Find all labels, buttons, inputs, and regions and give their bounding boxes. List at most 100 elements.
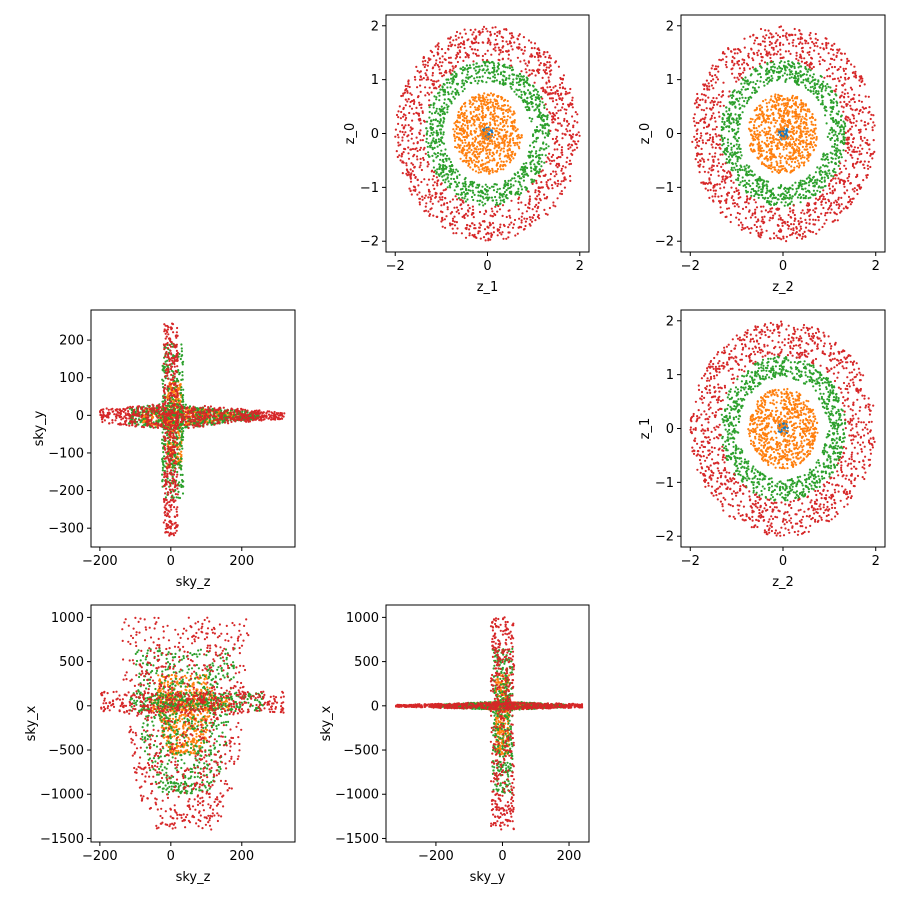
data-point — [544, 68, 548, 72]
data-point — [770, 149, 773, 152]
data-point — [478, 203, 481, 206]
data-point — [433, 95, 436, 98]
data-point — [538, 51, 541, 55]
data-point — [548, 152, 551, 155]
data-point — [772, 35, 775, 38]
data-point — [562, 165, 565, 168]
data-point — [557, 162, 560, 165]
data-point — [731, 151, 734, 154]
data-point — [575, 143, 578, 146]
data-point — [763, 180, 766, 183]
data-point — [851, 108, 854, 111]
data-point — [469, 182, 472, 186]
data-point — [727, 155, 731, 158]
data-point — [548, 97, 552, 100]
data-point — [534, 74, 537, 77]
data-point — [520, 134, 523, 137]
data-point — [493, 159, 496, 162]
data-point — [785, 124, 788, 127]
data-point — [488, 139, 491, 143]
data-point — [723, 151, 726, 154]
data-point — [837, 49, 840, 52]
data-point — [800, 211, 803, 214]
data-point — [519, 60, 522, 63]
data-point — [524, 62, 527, 65]
data-point — [472, 118, 476, 122]
data-point — [759, 80, 762, 83]
data-point — [479, 134, 482, 137]
data-point — [561, 132, 564, 135]
data-point — [724, 162, 727, 165]
data-point — [460, 207, 463, 210]
data-point — [701, 98, 704, 101]
data-point — [752, 187, 755, 191]
data-point — [731, 91, 734, 94]
data-point — [753, 68, 756, 71]
data-point — [712, 199, 715, 202]
data-point — [491, 115, 494, 118]
data-point — [475, 186, 478, 189]
data-point — [498, 63, 501, 66]
data-point — [442, 74, 445, 77]
data-point — [529, 161, 532, 164]
data-point — [449, 72, 452, 75]
data-point — [841, 91, 844, 94]
data-point — [557, 182, 560, 185]
data-point — [759, 108, 762, 111]
data-point — [804, 84, 807, 87]
data-point — [572, 133, 575, 136]
data-point — [483, 71, 487, 74]
data-point — [410, 162, 413, 165]
data-point — [528, 195, 532, 198]
data-point — [803, 108, 806, 111]
data-point — [454, 57, 457, 60]
data-point — [840, 52, 843, 55]
data-point — [471, 168, 474, 171]
data-point — [475, 108, 478, 111]
data-point — [809, 178, 812, 181]
data-point — [739, 196, 742, 199]
data-point — [494, 129, 497, 132]
data-point — [842, 67, 845, 70]
data-point — [811, 113, 814, 116]
data-point — [801, 81, 805, 84]
data-point — [536, 136, 540, 139]
data-point — [479, 189, 483, 192]
data-point — [773, 155, 776, 159]
data-point — [790, 128, 793, 131]
data-point — [738, 107, 741, 110]
data-point — [546, 195, 549, 199]
data-point — [853, 75, 856, 78]
data-point — [436, 145, 439, 148]
data-point — [504, 154, 507, 157]
data-point — [511, 132, 514, 135]
data-point — [508, 67, 512, 70]
data-point — [757, 189, 760, 192]
data-point — [473, 106, 477, 109]
data-point — [830, 101, 833, 104]
data-point — [751, 66, 755, 69]
data-point — [557, 109, 560, 112]
data-point — [550, 155, 553, 158]
data-point — [551, 187, 554, 190]
data-point — [749, 231, 752, 234]
data-point — [754, 190, 757, 193]
data-point — [532, 93, 536, 97]
data-point — [431, 128, 434, 131]
data-point — [543, 197, 547, 200]
data-point — [490, 133, 493, 136]
data-point — [487, 109, 490, 112]
data-point — [478, 125, 481, 128]
data-point — [786, 220, 789, 224]
data-point — [768, 137, 771, 140]
data-point — [552, 201, 555, 204]
data-point — [564, 87, 567, 90]
data-point — [426, 76, 429, 79]
data-point — [765, 130, 768, 133]
data-point — [788, 110, 791, 113]
data-point — [493, 147, 496, 150]
data-point — [829, 113, 832, 116]
data-point — [453, 220, 456, 223]
data-point — [766, 62, 769, 65]
data-point — [556, 179, 560, 182]
